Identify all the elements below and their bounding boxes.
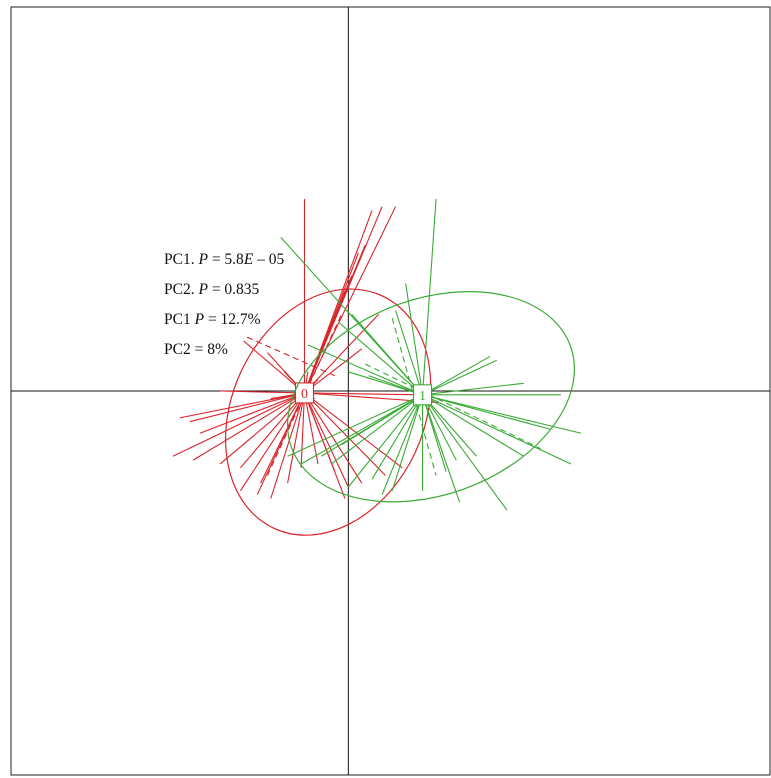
ellipse-axis-0-0	[246, 336, 336, 377]
group-label-box-1	[412, 384, 433, 406]
spoke-1-23	[391, 394, 424, 492]
group-label-box-0	[294, 382, 315, 404]
spoke-0-26	[239, 392, 305, 469]
spoke-1-2	[405, 283, 424, 395]
spoke-1-5	[337, 321, 423, 396]
annotation-line-2: PC2. P = 0.835	[164, 281, 260, 298]
spoke-0-36	[303, 392, 346, 499]
spoke-1-28	[371, 394, 424, 480]
ellipse-1	[286, 291, 576, 503]
spoke-1-6	[307, 344, 423, 396]
annotation-line-3: PC1 P = 12.7%	[164, 311, 261, 328]
spoke-1-0	[421, 198, 437, 395]
spoke-1-4	[351, 313, 423, 396]
spoke-1-16	[422, 394, 525, 457]
group-label-0: 0	[301, 387, 308, 402]
spoke-0-37	[304, 392, 363, 484]
spoke-1-7	[422, 355, 491, 396]
spoke-0-9	[304, 348, 363, 394]
spoke-0-8	[304, 313, 380, 394]
spoke-1-14	[422, 394, 551, 430]
spoke-0-31	[287, 392, 306, 484]
spoke-1-29	[381, 394, 424, 495]
annotation-line-4: PC2 = 8%	[164, 341, 228, 358]
spoke-1-25	[300, 394, 423, 465]
spoke-1-18	[422, 394, 457, 461]
annotation-line-1: PC1. P = 5.8E – 05	[164, 251, 285, 268]
spoke-0-18	[304, 392, 423, 396]
spoke-0-24	[192, 392, 305, 461]
spoke-0-15	[220, 390, 305, 394]
ellipse-0	[225, 288, 432, 536]
spoke-0-20	[179, 392, 305, 419]
spoke-1-15	[422, 394, 572, 465]
spoke-0-33	[303, 392, 319, 465]
spoke-1-11	[422, 382, 524, 396]
series-group-0: 0	[172, 199, 440, 536]
series-group-1: 1	[280, 198, 582, 511]
spoke-1-27	[331, 394, 423, 465]
spoke-0-38	[304, 392, 386, 476]
spoke-0-21	[189, 392, 305, 423]
spoke-0-22	[199, 392, 305, 434]
spoke-1-8	[422, 359, 497, 396]
spoke-0-35	[303, 392, 349, 488]
ellipse-axis-1-1	[364, 363, 541, 450]
spoke-0-32	[300, 392, 306, 468]
group-label-1: 1	[419, 389, 426, 404]
spoke-1-20	[422, 394, 508, 511]
statistics-annotation: PC1. P = 5.8E – 05 PC2. P = 0.835 PC1 P …	[164, 251, 285, 358]
spoke-1-30	[347, 394, 423, 488]
spoke-0-30	[270, 392, 306, 499]
spoke-1-3	[395, 310, 424, 396]
spoke-1-13	[422, 394, 582, 434]
spoke-0-7	[303, 290, 346, 394]
spoke-1-31	[341, 394, 423, 446]
spoke-0-29	[239, 392, 305, 492]
spoke-1-26	[287, 394, 423, 457]
spoke-0-23	[172, 392, 305, 457]
spoke-0-28	[256, 392, 305, 495]
spoke-1-21	[422, 394, 461, 503]
